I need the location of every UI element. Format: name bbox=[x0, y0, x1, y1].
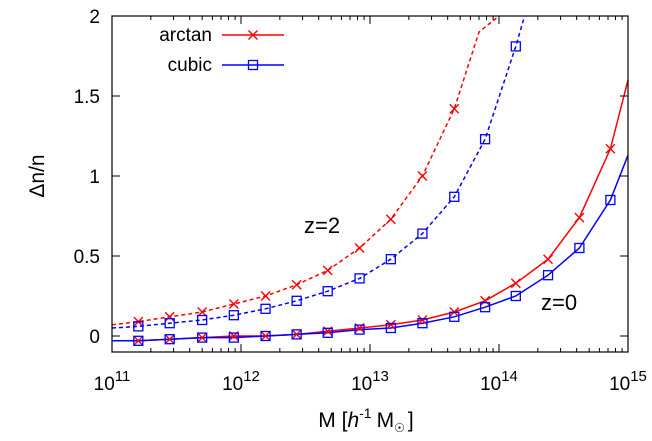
legend-marker-cubic bbox=[247, 59, 259, 71]
data-point-arctan-z0 bbox=[164, 334, 175, 345]
markers-layer bbox=[133, 41, 616, 346]
x-tick-label: 1012 bbox=[222, 368, 260, 395]
data-point-cubic-z0 bbox=[417, 318, 428, 329]
data-point-arctan-z0 bbox=[574, 212, 585, 223]
data-point-cubic-z0 bbox=[164, 334, 175, 345]
data-point-arctan-z2 bbox=[449, 103, 460, 114]
curve-dashed-1 bbox=[112, 16, 526, 329]
y-tick-label: 0 bbox=[89, 327, 100, 348]
curve-solid-3 bbox=[112, 154, 628, 342]
x-axis-title-sun-symbol: ☉ bbox=[394, 421, 405, 435]
x-axis-title-exp: -1 bbox=[359, 405, 372, 421]
curve-dashed-0 bbox=[112, 16, 500, 326]
data-point-cubic-z0 bbox=[449, 311, 460, 322]
x-axis-title-h: h bbox=[347, 409, 359, 432]
data-point-cubic-z0 bbox=[354, 324, 365, 335]
y-tick-label: 1.5 bbox=[74, 87, 100, 108]
data-point-cubic-z2 bbox=[354, 273, 365, 284]
data-point-arctan-z2 bbox=[228, 299, 239, 309]
x-tick-labels: 1011 1012 1013 1014 1015 bbox=[94, 368, 647, 395]
data-point-arctan-z2 bbox=[417, 171, 428, 181]
data-point-cubic-z0 bbox=[542, 270, 554, 281]
x-tick-label: 1015 bbox=[609, 368, 647, 395]
data-point-cubic-z2 bbox=[417, 228, 428, 239]
y-tick-label: 1 bbox=[89, 167, 100, 188]
data-point-arctan-z2 bbox=[354, 243, 365, 253]
data-point-arctan-z0 bbox=[260, 331, 271, 341]
data-point-cubic-z0 bbox=[574, 242, 585, 254]
data-point-cubic-z2 bbox=[133, 321, 144, 332]
data-point-cubic-z0 bbox=[291, 329, 302, 340]
data-point-arctan-z2 bbox=[164, 311, 175, 322]
data-point-arctan-z2 bbox=[291, 279, 302, 290]
legend-marker-arctan bbox=[248, 30, 258, 40]
data-point-arctan-z0 bbox=[291, 329, 302, 340]
data-point-arctan-z0 bbox=[133, 335, 144, 346]
ticks-layer bbox=[111, 15, 629, 352]
legend: arctan cubic bbox=[159, 25, 284, 76]
data-point-arctan-z2 bbox=[385, 214, 396, 225]
x-tick-label: 1011 bbox=[94, 368, 131, 395]
data-point-cubic-z2 bbox=[322, 286, 333, 297]
data-point-cubic-z0 bbox=[385, 322, 396, 334]
y-axis-title: Δn/n bbox=[26, 154, 49, 197]
data-point-cubic-z2 bbox=[164, 318, 175, 329]
data-point-arctan-z0 bbox=[543, 254, 554, 265]
data-point-cubic-z2 bbox=[479, 134, 491, 145]
data-point-cubic-z2 bbox=[385, 254, 396, 265]
data-point-cubic-z0 bbox=[133, 335, 144, 346]
data-point-cubic-z0 bbox=[228, 332, 239, 343]
x-tick-label: 1014 bbox=[480, 368, 518, 395]
y-tick-label: 0.5 bbox=[74, 247, 100, 268]
data-point-arctan-z2 bbox=[322, 265, 333, 276]
annotation-z2: z=2 bbox=[304, 213, 340, 238]
data-point-arctan-z0 bbox=[417, 315, 428, 325]
data-point-cubic-z0 bbox=[510, 290, 521, 302]
x-axis-title-suffix: ] bbox=[408, 409, 414, 432]
legend-label-arctan: arctan bbox=[159, 25, 212, 46]
data-point-cubic-z0 bbox=[322, 327, 333, 338]
data-point-arctan-z0 bbox=[385, 319, 396, 330]
data-point-arctan-z0 bbox=[197, 332, 208, 343]
data-point-arctan-z0 bbox=[510, 278, 521, 289]
data-point-cubic-z0 bbox=[260, 330, 271, 342]
data-point-cubic-z2 bbox=[260, 303, 271, 314]
annotation-z0: z=0 bbox=[541, 290, 577, 315]
data-point-cubic-z0 bbox=[197, 332, 208, 343]
x-axis-title: M [h-1 M☉] bbox=[318, 405, 413, 435]
data-point-cubic-z0 bbox=[479, 302, 491, 313]
data-point-cubic-z2 bbox=[291, 295, 302, 306]
data-point-arctan-z2 bbox=[260, 291, 271, 301]
data-point-arctan-z0 bbox=[480, 295, 491, 306]
legend-label-cubic: cubic bbox=[168, 55, 212, 76]
x-tick-label: 1013 bbox=[351, 368, 389, 395]
data-point-cubic-z0 bbox=[605, 194, 616, 206]
x-axis-title-prefix: M [ bbox=[318, 409, 347, 432]
data-point-arctan-z0 bbox=[605, 143, 616, 154]
curves-layer bbox=[112, 16, 628, 342]
data-point-cubic-z2 bbox=[449, 191, 460, 202]
data-point-cubic-z2 bbox=[510, 41, 521, 52]
y-tick-label: 2 bbox=[89, 7, 100, 28]
x-axis-title-msun: M bbox=[377, 409, 395, 432]
data-point-cubic-z2 bbox=[197, 314, 208, 326]
data-point-cubic-z2 bbox=[228, 310, 239, 321]
y-tick-labels: 0 0.5 1 1.5 2 bbox=[74, 7, 100, 348]
